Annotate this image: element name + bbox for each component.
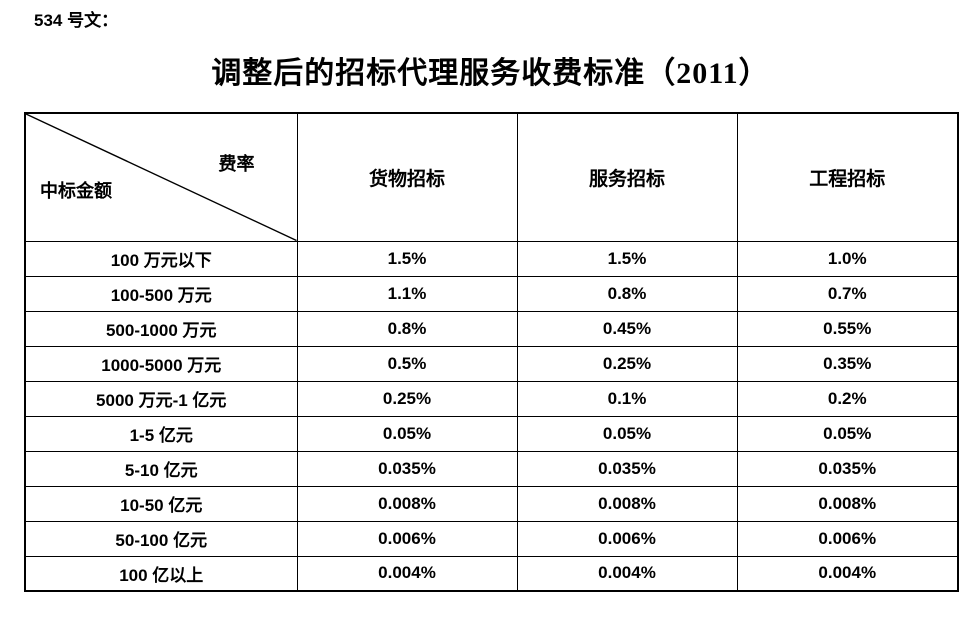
fee-cell: 0.55%: [736, 310, 959, 347]
corner-label-rate: 费率: [218, 154, 255, 174]
fee-cell: 0.05%: [516, 415, 738, 452]
fee-cell: 0.004%: [736, 555, 959, 592]
fee-cell: 0.25%: [516, 345, 738, 382]
row-label: 50-100 亿元: [24, 520, 298, 557]
fee-cell: 0.035%: [516, 450, 738, 487]
fee-cell: 0.006%: [736, 520, 959, 557]
table-row: 50-100 亿元 0.006% 0.006% 0.006%: [24, 520, 959, 557]
corner-header-cell: 费率 中标金额: [24, 112, 298, 242]
fee-cell: 0.035%: [296, 450, 518, 487]
row-label: 5000 万元-1 亿元: [24, 380, 298, 417]
table-row: 100 亿以上 0.004% 0.004% 0.004%: [24, 555, 959, 592]
fee-cell: 1.1%: [296, 275, 518, 312]
row-label: 100 万元以下: [24, 240, 298, 277]
fee-cell: 1.5%: [516, 240, 738, 277]
fee-cell: 0.2%: [736, 380, 959, 417]
table-row: 1000-5000 万元 0.5% 0.25% 0.35%: [24, 345, 959, 382]
table-row: 5000 万元-1 亿元 0.25% 0.1% 0.2%: [24, 380, 959, 417]
fee-cell: 1.5%: [296, 240, 518, 277]
row-label: 10-50 亿元: [24, 485, 298, 522]
fee-cell: 0.008%: [736, 485, 959, 522]
fee-cell: 1.0%: [736, 240, 959, 277]
fee-cell: 0.05%: [736, 415, 959, 452]
column-header-goods: 货物招标: [296, 112, 518, 242]
table-row: 100-500 万元 1.1% 0.8% 0.7%: [24, 275, 959, 312]
fee-cell: 0.35%: [736, 345, 959, 382]
row-label: 1-5 亿元: [24, 415, 298, 452]
table-row: 5-10 亿元 0.035% 0.035% 0.035%: [24, 450, 959, 487]
table-row: 500-1000 万元 0.8% 0.45% 0.55%: [24, 310, 959, 347]
fee-cell: 0.05%: [296, 415, 518, 452]
fee-cell: 0.45%: [516, 310, 738, 347]
table-row: 100 万元以下 1.5% 1.5% 1.0%: [24, 240, 959, 277]
fee-cell: 0.004%: [296, 555, 518, 592]
fee-cell: 0.7%: [736, 275, 959, 312]
table-row: 10-50 亿元 0.008% 0.008% 0.008%: [24, 485, 959, 522]
page-title: 调整后的招标代理服务收费标准（2011）: [211, 57, 770, 90]
diagonal-divider-line: [26, 114, 297, 241]
table-header-row: 费率 中标金额 货物招标 服务招标 工程招标: [24, 112, 959, 242]
row-label: 100 亿以上: [24, 555, 298, 592]
row-label: 1000-5000 万元: [24, 345, 298, 382]
row-label: 500-1000 万元: [24, 310, 298, 347]
fee-cell: 0.008%: [296, 485, 518, 522]
column-header-engineering: 工程招标: [736, 112, 959, 242]
fee-cell: 0.1%: [516, 380, 738, 417]
doc-number: 534 号文：: [34, 11, 119, 30]
fee-cell: 0.006%: [516, 520, 738, 557]
fee-cell: 0.035%: [736, 450, 959, 487]
corner-label-amount: 中标金额: [40, 180, 112, 201]
fee-cell: 0.004%: [516, 555, 738, 592]
fee-cell: 0.8%: [516, 275, 738, 312]
row-label: 100-500 万元: [24, 275, 298, 312]
table-row: 1-5 亿元 0.05% 0.05% 0.05%: [24, 415, 959, 452]
fee-table: 费率 中标金额 货物招标 服务招标 工程招标 100 万元以下 1.5% 1.5…: [24, 112, 959, 592]
fee-cell: 0.5%: [296, 345, 518, 382]
row-label: 5-10 亿元: [24, 450, 298, 487]
fee-cell: 0.25%: [296, 380, 518, 417]
fee-cell: 0.8%: [296, 310, 518, 347]
fee-cell: 0.008%: [516, 485, 738, 522]
fee-cell: 0.006%: [296, 520, 518, 557]
column-header-services: 服务招标: [516, 112, 738, 242]
